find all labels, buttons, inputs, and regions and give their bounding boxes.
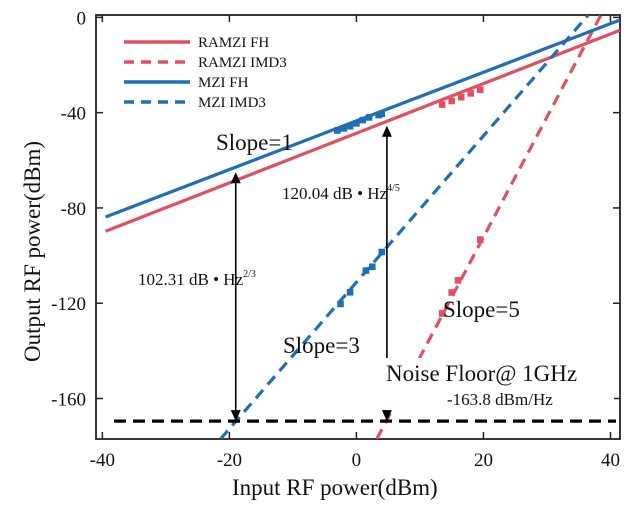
- arrow-label-2-main: 120.04 dB • Hz: [282, 184, 388, 203]
- legend: RAMZI FH RAMZI IMD3 MZI FH MZI IMD3: [124, 35, 287, 111]
- noise-floor-label-1: Noise Floor@ 1GHz: [386, 361, 577, 386]
- marker-ramzi-fh-1: [448, 97, 455, 105]
- arrow-label-2: 120.04 dB • Hz4/5: [282, 183, 400, 203]
- marker-ramzi-fh-3: [467, 90, 475, 97]
- marker-mzi-imd3-1: [346, 288, 354, 296]
- legend-label-mzi-imd3: MZI IMD3: [198, 95, 266, 111]
- marker-ramzi-fh-0: [438, 101, 446, 108]
- marker-mzi-imd3-0: [337, 300, 344, 308]
- marker-ramzi-fh-4: [476, 86, 484, 94]
- y-tick-label-4: -160: [51, 390, 86, 411]
- marker-mzi-fh-7: [378, 110, 386, 118]
- marker-mzi-fh-2: [346, 122, 354, 130]
- y-tick-label-1: -40: [61, 104, 86, 125]
- marker-mzi-fh-5: [365, 114, 373, 121]
- noise-label-bg: [382, 358, 614, 410]
- legend-label-ramzi-imd3: RAMZI IMD3: [198, 55, 287, 71]
- slope-1-annotation: Slope=1: [216, 130, 293, 155]
- arrow-1-head-bottom: [381, 410, 392, 422]
- marker-mzi-fh-3: [353, 120, 360, 127]
- x-tick-label-3: 20: [474, 450, 493, 471]
- markers-layer: [334, 86, 484, 317]
- ticks-layer: -40 -20 0 20 40 0 -40 -80 -120 -160: [51, 8, 620, 471]
- marker-mzi-fh-4: [359, 116, 367, 124]
- arrow-label-1: 102.31 dB • Hz2/3: [138, 269, 256, 289]
- slope-3-annotation: Slope=3: [283, 333, 360, 358]
- marker-ramzi-imd3-0: [438, 310, 446, 317]
- legend-box: [118, 26, 314, 110]
- series-line-mzi-imd3: [219, 15, 590, 439]
- legend-label-mzi-fh: MZI FH: [198, 75, 249, 91]
- y-tick-label-3: -120: [51, 294, 86, 315]
- y-axis-label: Output RF power(dBm): [20, 141, 45, 362]
- marker-ramzi-imd3-1: [448, 289, 455, 296]
- x-tick-label-1: -20: [217, 450, 242, 471]
- marker-ramzi-fh-2: [457, 93, 465, 101]
- x-tick-label-0: -40: [90, 450, 115, 471]
- x-tick-label-4: 40: [601, 450, 620, 471]
- noise-floor-label-2: -163.8 dBm/Hz: [447, 390, 553, 409]
- slope-5-annotation: Slope=5: [443, 297, 520, 322]
- x-axis-label: Input RF power(dBm): [232, 475, 438, 500]
- legend-label-ramzi-fh: RAMZI FH: [198, 35, 269, 51]
- arrow-1-head-top: [381, 125, 392, 137]
- y-tick-label-0: 0: [77, 8, 87, 29]
- marker-ramzi-imd3-2: [454, 277, 462, 284]
- x-tick-label-2: 0: [352, 450, 362, 471]
- arrow-label-2-sup: 4/5: [387, 183, 400, 194]
- marker-mzi-fh-1: [340, 125, 348, 132]
- marker-ramzi-imd3-3: [476, 236, 484, 243]
- marker-mzi-imd3-3: [368, 263, 376, 271]
- marker-mzi-imd3-2: [362, 267, 370, 274]
- marker-mzi-fh-0: [334, 127, 341, 134]
- y-tick-label-2: -80: [61, 199, 86, 220]
- arrow-label-1-sup: 2/3: [243, 269, 256, 280]
- arrow-0-head-bottom: [230, 410, 241, 422]
- marker-mzi-imd3-4: [378, 248, 386, 256]
- arrow-label-1-main: 102.31 dB • Hz: [138, 270, 244, 289]
- series-line-ramzi-fh: [104, 28, 620, 233]
- plot-frame: [95, 14, 621, 440]
- arrow-0-head-top: [230, 172, 241, 184]
